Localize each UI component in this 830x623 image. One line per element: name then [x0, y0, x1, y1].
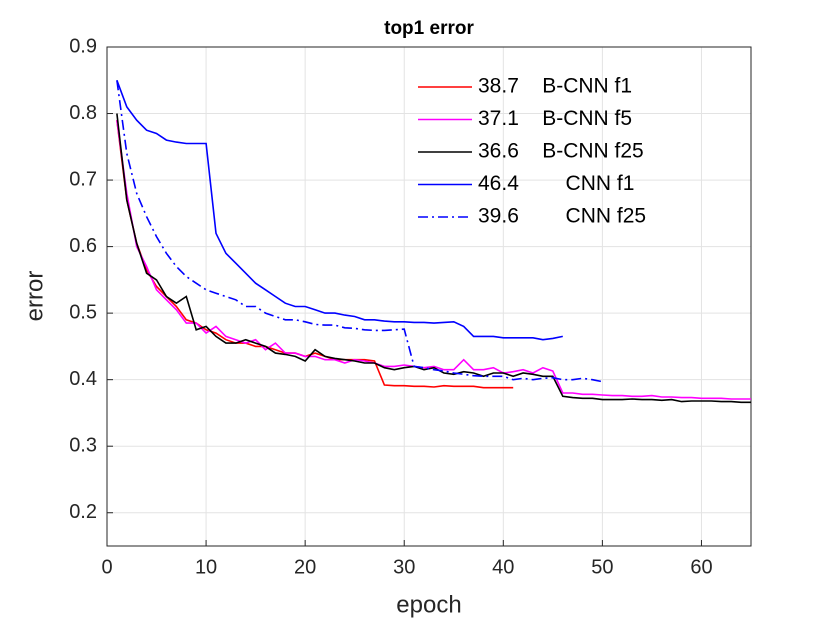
y-tick-label: 0.2 — [69, 501, 97, 523]
legend-label: 39.6 CNN f25 — [478, 205, 646, 228]
series-line — [116, 120, 751, 400]
legend-label: 36.6 B-CNN f25 — [478, 140, 644, 163]
x-tick-label: 0 — [101, 556, 112, 578]
x-tick-label: 30 — [393, 556, 415, 578]
y-tick-label: 0.4 — [69, 368, 97, 390]
legend-label: 46.4 CNN f1 — [478, 172, 634, 195]
x-tick-label: 50 — [591, 556, 613, 578]
x-tick-label: 10 — [195, 556, 217, 578]
legend-label: 38.7 B-CNN f1 — [478, 75, 632, 98]
y-tick-label: 0.3 — [69, 434, 97, 456]
series-line — [116, 80, 603, 383]
x-tick-label: 60 — [690, 556, 712, 578]
x-axis-label: epoch — [396, 591, 461, 618]
y-axis-label: error — [21, 271, 48, 322]
y-tick-label: 0.5 — [69, 301, 97, 323]
series-line — [116, 113, 751, 404]
chart-title: top1 error — [384, 18, 474, 39]
x-tick-label: 40 — [492, 556, 514, 578]
legend-label: 37.1 B-CNN f5 — [478, 107, 632, 130]
y-tick-label: 0.9 — [69, 35, 97, 57]
series-line — [116, 120, 514, 389]
plot-area — [107, 47, 751, 546]
y-tick-label: 0.6 — [69, 235, 97, 257]
axes-box — [106, 46, 752, 547]
x-tick-label: 20 — [294, 556, 316, 578]
series-line — [116, 80, 563, 341]
y-tick-label: 0.8 — [69, 102, 97, 124]
y-tick-label: 0.7 — [69, 168, 97, 190]
